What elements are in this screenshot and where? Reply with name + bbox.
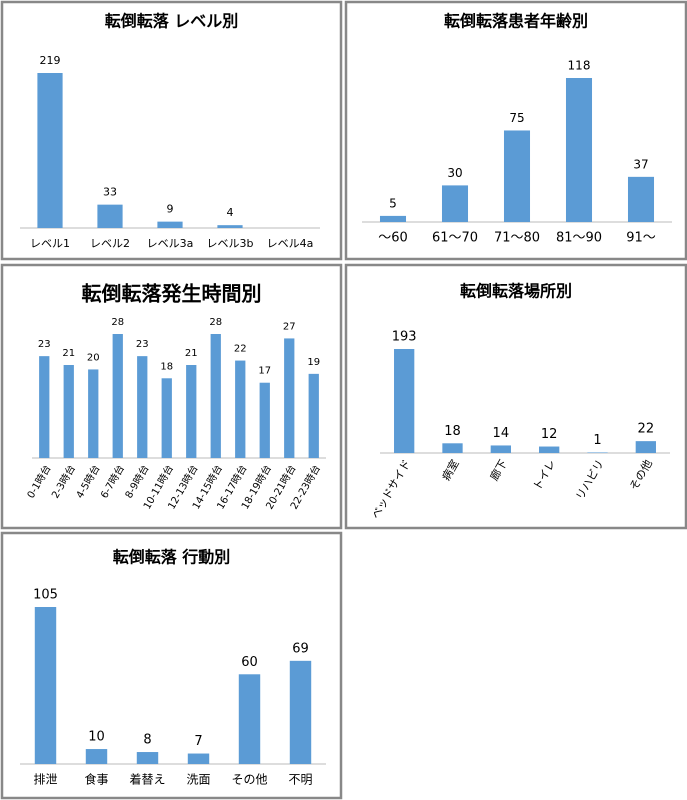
value-label: 19 — [307, 357, 320, 368]
bar — [635, 441, 656, 453]
bar — [441, 185, 469, 222]
x-tick-label: その他 — [231, 773, 267, 787]
value-label: 75 — [509, 111, 524, 125]
value-label: 30 — [447, 166, 462, 180]
bar — [503, 130, 531, 222]
bar — [37, 73, 63, 228]
bar — [565, 78, 593, 222]
bar — [238, 674, 261, 764]
bar — [539, 446, 560, 453]
bar — [308, 373, 319, 458]
value-label: 22 — [638, 422, 655, 437]
value-label: 28 — [209, 317, 222, 328]
x-tick-label: 食事 — [84, 772, 108, 787]
chart-title: 転倒転落 行動別 — [113, 548, 231, 567]
value-label: 118 — [568, 59, 591, 73]
bar — [63, 365, 74, 458]
value-label: 69 — [292, 641, 309, 656]
x-tick-label: 91～ — [626, 231, 656, 246]
x-tick-label: 61～70 — [432, 231, 478, 246]
value-label: 12 — [541, 427, 558, 442]
value-label: 1 — [593, 433, 601, 448]
bar — [97, 204, 123, 228]
panel — [0, 531, 343, 800]
value-label: 17 — [258, 366, 271, 377]
x-tick-label: 洗面 — [186, 773, 210, 787]
bar — [259, 382, 270, 458]
value-label: 10 — [88, 730, 105, 745]
bar — [112, 334, 123, 458]
value-label: 18 — [444, 424, 461, 439]
value-label: 23 — [38, 339, 51, 350]
bar — [627, 176, 655, 222]
bar — [186, 365, 197, 458]
bar — [442, 443, 463, 453]
bar — [379, 215, 407, 222]
x-tick-label: レベル3a — [147, 237, 194, 250]
value-label: 4 — [227, 206, 234, 219]
value-label: 23 — [136, 339, 149, 350]
bar — [210, 334, 221, 458]
x-tick-label: レベル3b — [207, 237, 254, 250]
bar — [284, 338, 295, 458]
x-tick-label: 排泄 — [33, 773, 57, 787]
value-label: 9 — [167, 203, 174, 216]
bar — [587, 452, 608, 453]
value-label: 14 — [493, 426, 510, 441]
value-label: 60 — [241, 655, 258, 670]
bar — [394, 349, 415, 453]
bar — [161, 378, 172, 458]
value-label: 105 — [33, 588, 58, 603]
x-tick-label: 81～90 — [556, 231, 602, 246]
value-label: 21 — [62, 348, 75, 359]
value-label: 21 — [185, 348, 198, 359]
x-tick-label: 着替え — [129, 772, 165, 787]
chart-title: 転倒転落患者年齢別 — [444, 12, 588, 31]
x-tick-label: 不明 — [288, 773, 312, 787]
value-label: 27 — [283, 321, 296, 332]
value-label: 8 — [143, 733, 151, 748]
value-label: 20 — [87, 352, 100, 363]
bar — [88, 369, 99, 458]
value-label: 28 — [111, 317, 124, 328]
x-tick-label: ～60 — [378, 231, 408, 246]
bar — [39, 356, 50, 458]
value-label: 22 — [234, 344, 247, 355]
chart-title: 転倒転落 レベル別 — [105, 12, 239, 31]
value-label: 18 — [160, 361, 173, 372]
x-tick-label: レベル4a — [267, 237, 314, 250]
bar — [187, 753, 210, 764]
value-label: 7 — [194, 734, 202, 749]
value-label: 33 — [103, 186, 117, 199]
x-tick-label: 71～80 — [494, 231, 540, 246]
x-tick-label: レベル2 — [90, 237, 130, 250]
chart-title: 転倒転落発生時間別 — [82, 282, 262, 306]
x-tick-label: レベル1 — [30, 237, 70, 250]
bar — [235, 360, 246, 458]
bar — [490, 445, 511, 453]
bar — [157, 221, 183, 228]
bar — [34, 607, 57, 764]
value-label: 193 — [392, 330, 417, 345]
bar — [136, 752, 159, 764]
bar — [85, 749, 108, 764]
bar — [137, 356, 148, 458]
value-label: 37 — [633, 157, 648, 171]
value-label: 5 — [389, 196, 397, 210]
bar — [217, 225, 243, 228]
bar — [289, 660, 312, 764]
value-label: 219 — [40, 54, 61, 67]
chart-title: 転倒転落場所別 — [460, 282, 572, 301]
